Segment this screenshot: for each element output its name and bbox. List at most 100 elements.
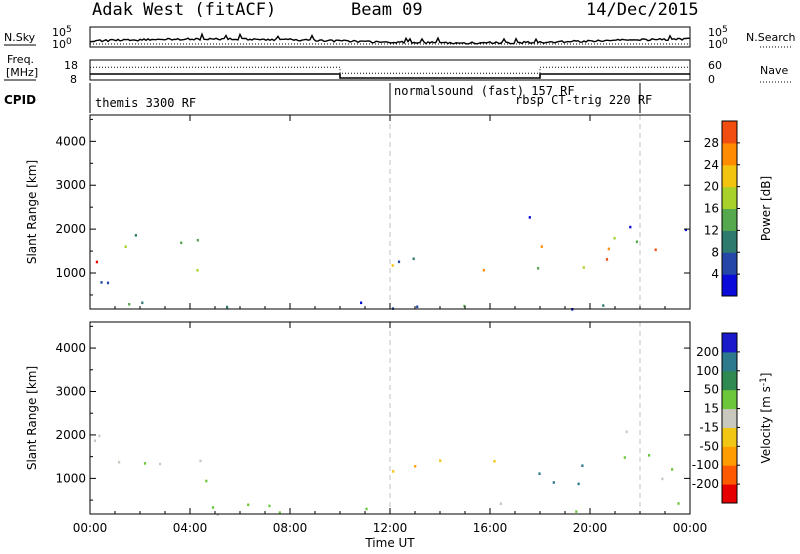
velocity-panel-cell (538, 472, 541, 475)
power-panel-cell (605, 258, 609, 261)
velocity-panel-cell (581, 464, 584, 467)
frequency-strip: 188 600 Freq.[MHz] Nave (4, 53, 792, 86)
velocity-panel-cell (499, 502, 502, 505)
power-panel-cell (391, 264, 394, 267)
power-panel-cell (100, 281, 103, 284)
velocity-colorbar-tick-label-0: -200 (692, 477, 719, 491)
velocity-panel-cell (118, 460, 121, 464)
power-panel-cell (397, 260, 401, 264)
power-panel-cell (134, 234, 137, 237)
nsearch-label: N.Search (746, 31, 796, 44)
nsky-series (89, 32, 691, 45)
nsky-label: N.Sky (4, 31, 36, 44)
power-panel-cell (95, 260, 98, 264)
noise-left-tick-top: 105 (52, 25, 72, 39)
velocity-panel-cell (93, 439, 97, 443)
velocity-panel-scatter (93, 430, 680, 516)
velocity-colorbar-swatch-1 (722, 465, 737, 485)
velocity-colorbar-tick-label-6: 100 (696, 364, 719, 378)
velocity-panel-cell (552, 481, 555, 484)
velocity-colorbar-label: Velocity [m s-1] (759, 373, 773, 464)
power-panel-ytick-label-2: 3000 (55, 178, 86, 192)
power-colorbar-tick-label-4: 20 (704, 180, 719, 194)
velocity-colorbar-swatch-3 (722, 427, 737, 447)
velocity-colorbar-swatch-8 (722, 333, 737, 353)
velocity-panel-cell (677, 502, 680, 505)
velocity-panel-cell (247, 503, 250, 507)
freq-series (90, 73, 690, 79)
power-colorbar-label: Power [dB] (759, 176, 773, 241)
power-colorbar-tick-label-2: 12 (704, 223, 719, 237)
velocity-panel-cell (278, 511, 281, 514)
noise-left-tick-bottom: 100 (52, 37, 72, 51)
power-colorbar-tick-label-3: 16 (704, 202, 719, 216)
power-colorbar-tick-label-6: 28 (704, 136, 719, 150)
power-colorbar-tick-label-1: 8 (711, 245, 719, 259)
freq-left-tick-bottom: 8 (70, 73, 77, 86)
frequency-strip-frame (89, 59, 691, 81)
cpid-segment-3: rbsp CT-trig 220 RF (515, 93, 652, 107)
velocity-panel-cell (577, 482, 580, 486)
power-colorbar-swatch-1 (722, 252, 737, 275)
velocity-colorbar-tick-label-3: -15 (699, 420, 719, 434)
velocity-panel-cell (268, 504, 271, 508)
nave-right-tick-bottom: 0 (708, 73, 715, 86)
velocity-colorbar-swatch-4 (722, 408, 737, 428)
date-label: 14/Dec/2015 (586, 0, 699, 20)
xtick-label-4: 16:00 (473, 521, 508, 535)
xtick-label-6: 00:00 (673, 521, 708, 535)
cpid-segment-1: themis 3300 RF (95, 96, 196, 110)
velocity-panel-cell (205, 479, 208, 483)
colorbars: 4 8 12 16 20 24 28 Power [dB] -200 -100 -50 -15 15 50… (692, 120, 773, 504)
power-panel-cell (226, 305, 229, 309)
velocity-panel-ytick-label-3: 4000 (55, 341, 86, 355)
cpid-label: CPID (4, 93, 36, 107)
velocity-panel-cell (493, 460, 496, 463)
power-colorbar-tick-label-0: 4 (711, 267, 719, 281)
velocity-panel-cell (365, 507, 368, 511)
velocity-panel-ytick-label-0: 1000 (55, 471, 86, 485)
velocity-colorbar-tick-label-7: 200 (696, 345, 719, 359)
velocity-colorbar-tick-label-4: 15 (704, 402, 719, 416)
xtick-label-1: 04:00 (173, 521, 208, 535)
power-panel-cell (416, 305, 419, 309)
velocity-panel: 1000 2000 3000 4000 Slant Range [km] 00:00 04:… (25, 321, 708, 550)
power-panel-cell (196, 238, 199, 242)
velocity-panel-cell (414, 465, 417, 468)
power-panel-ytick-label-3: 4000 (55, 134, 86, 148)
velocity-panel-ylabel: Slant Range [km] (25, 366, 39, 470)
power-panel-cell (482, 268, 485, 272)
velocity-colorbar-frame (721, 332, 738, 504)
xtick-label-2: 08:00 (273, 521, 308, 535)
power-panel-cell (360, 301, 363, 305)
power-colorbar-swatch-7 (722, 121, 737, 144)
velocity-colorbar-tick-label-2: -50 (699, 439, 719, 453)
velocity-panel-cell (199, 459, 202, 463)
power-panel-cell (613, 236, 616, 240)
plot-title: Adak West (fitACF) (92, 0, 277, 20)
freq-label: Freq. (7, 53, 34, 66)
power-panel-ylabel: Slant Range [km] (25, 160, 39, 264)
velocity-panel-cell (98, 434, 101, 438)
velocity-colorbar-tick-label-1: -100 (692, 458, 719, 472)
power-panel-cell (106, 281, 110, 285)
velocity-panel-cell (392, 470, 395, 473)
power-colorbar-swatch-2 (722, 230, 737, 253)
power-panel-cell (635, 240, 638, 244)
power-colorbar-swatch-5 (722, 164, 737, 188)
power-colorbar-tick-label-5: 24 (704, 158, 719, 172)
power-panel-cell (607, 247, 610, 251)
xtick-label-5: 20:00 (573, 521, 608, 535)
xtick-label-3: 12:00 (373, 521, 408, 535)
velocity-panel-cell (623, 456, 626, 459)
power-panel-ytick-label-1: 2000 (55, 222, 86, 236)
power-panel-cell (654, 248, 657, 252)
noise-strip-frame (89, 26, 691, 48)
power-panel-cell (528, 216, 531, 219)
velocity-panel-cell (143, 462, 147, 465)
freq-left-tick-top: 18 (64, 59, 78, 72)
velocity-panel-ytick-label-2: 3000 (55, 385, 86, 399)
beam-label: Beam 09 (351, 0, 423, 20)
